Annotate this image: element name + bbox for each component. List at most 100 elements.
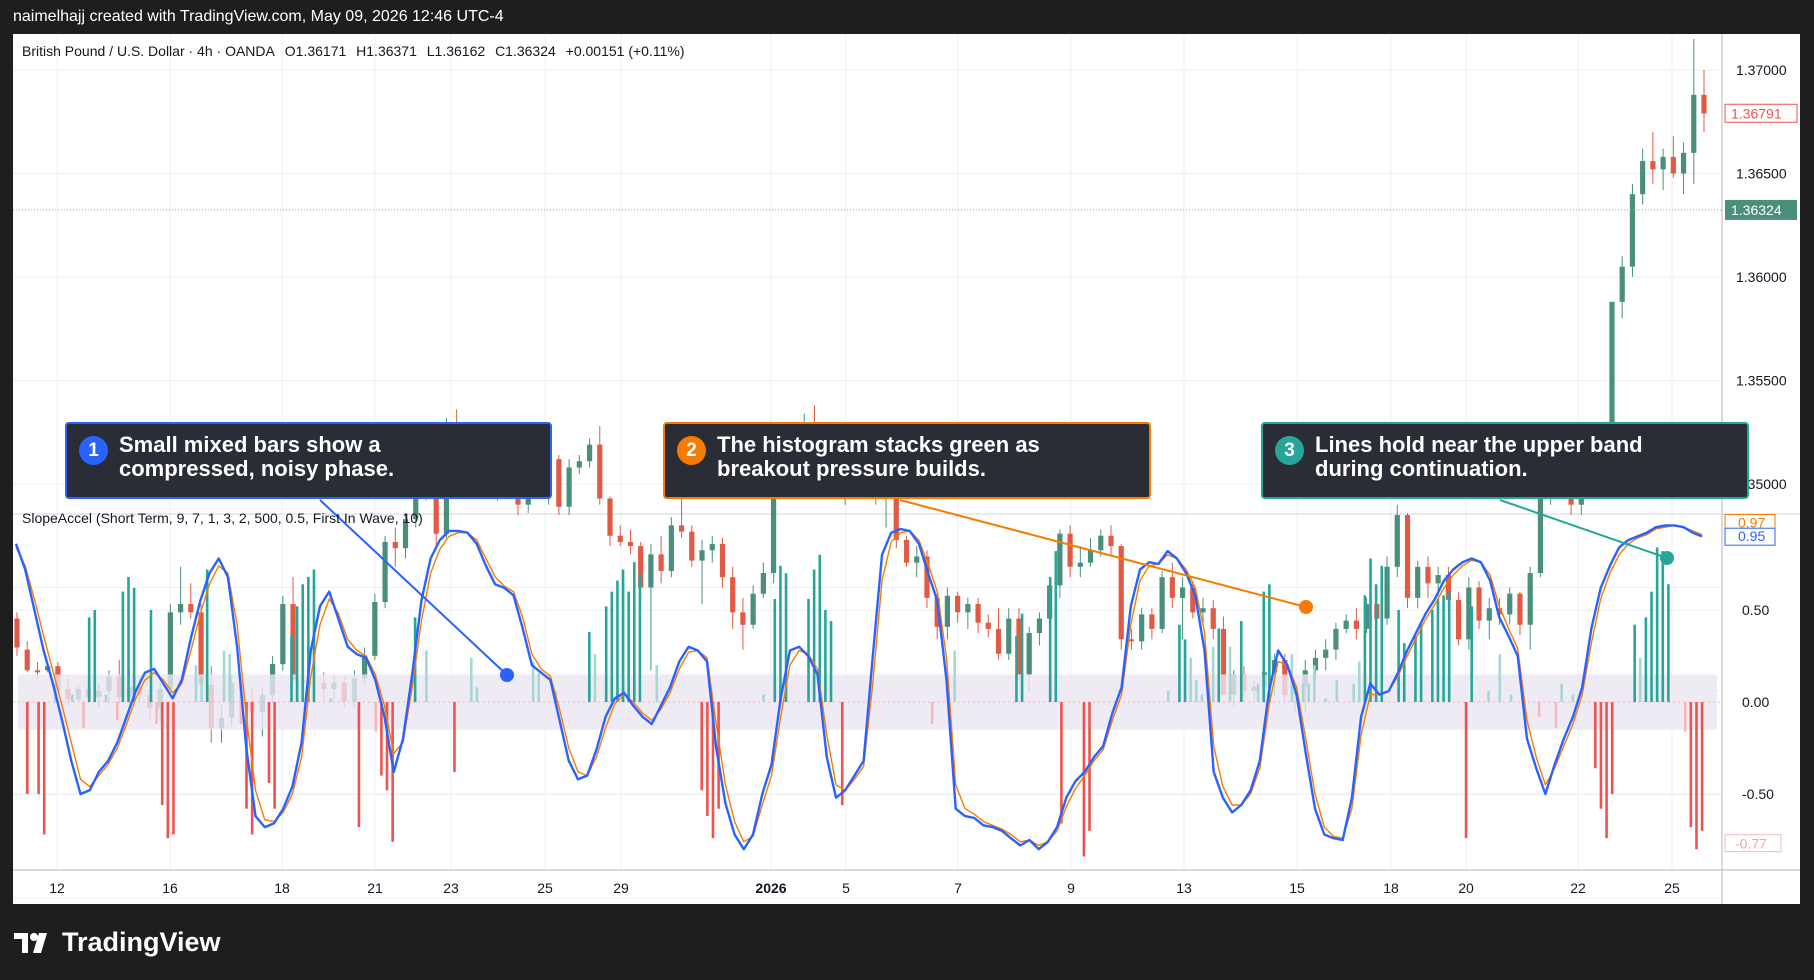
candle-body (1496, 608, 1503, 615)
candle-body (1077, 562, 1083, 567)
histogram-bar (1166, 690, 1170, 702)
time-tick-label: 18 (274, 880, 290, 896)
callout-3: 3 Lines hold near the upper band during … (1261, 422, 1749, 499)
high-price-badge (1724, 103, 1798, 123)
histogram-bar (604, 606, 608, 702)
histogram-bar (1020, 613, 1024, 702)
candle-body (1353, 620, 1359, 629)
candle-body (1118, 546, 1124, 640)
osc-tick-label: 0.00 (1742, 694, 1769, 710)
histogram-bar (1256, 683, 1260, 702)
price-tick-label: 1.35500 (1736, 373, 1787, 389)
histogram-bar (290, 635, 293, 702)
candle-body (1517, 593, 1523, 625)
symbol-legend[interactable]: British Pound / U.S. Dollar · 4h · OANDA… (22, 43, 691, 59)
time-tick-label: 15 (1289, 880, 1305, 896)
candle-body (1210, 608, 1216, 629)
chart-credit: naimelhajj created with TradingView.com,… (13, 8, 504, 25)
ohlc-open: O1.36171 (284, 43, 347, 59)
candle-body (678, 525, 685, 532)
histogram-bar (588, 632, 591, 702)
histogram-bar (1054, 551, 1058, 702)
callout-1-leader-dot (500, 668, 514, 682)
time-tick-label: 7 (954, 880, 962, 896)
histogram-bar (228, 654, 231, 702)
time-tick-label: 25 (537, 880, 553, 896)
histogram-bar (1195, 679, 1198, 702)
histogram-bar (1599, 702, 1603, 809)
candle-body (1006, 618, 1012, 654)
histogram-bar (425, 650, 428, 702)
histogram-bar (1369, 558, 1372, 702)
callout-1-line1: Small mixed bars show a (119, 432, 381, 457)
histogram-bar (1301, 683, 1305, 702)
candle-body (372, 601, 378, 656)
callout-2-line1: The histogram stacks green as (717, 432, 1040, 457)
candle-body (1486, 608, 1492, 621)
histogram-bar (200, 676, 203, 702)
candle-body (1394, 515, 1400, 567)
time-tick-label: 5 (842, 880, 850, 896)
histogram-bar (1655, 547, 1659, 702)
histogram-bar (307, 576, 310, 702)
candle-body (1343, 620, 1349, 629)
candle-body (1128, 639, 1135, 642)
histogram-bar (267, 702, 271, 783)
candle-body (1057, 533, 1063, 586)
histogram-bar (93, 610, 97, 702)
histogram-bar (1324, 698, 1327, 702)
candle-body (1691, 94, 1697, 153)
histogram-bar (807, 598, 810, 702)
histogram-bar (1414, 635, 1417, 702)
histogram-bar (1268, 584, 1271, 702)
candle-body (167, 612, 173, 689)
candle-body (668, 525, 674, 571)
histogram-bar (1509, 694, 1513, 702)
candle-body (1619, 266, 1625, 302)
candle-body (750, 593, 756, 625)
candle-body (903, 539, 910, 563)
candle-body (382, 541, 388, 602)
histogram-bar (172, 702, 175, 835)
candle-body (760, 573, 766, 594)
histogram-bar (812, 569, 816, 702)
callout-2: 2 The histogram stacks green as breakout… (663, 422, 1151, 499)
callout-3-leader (1499, 499, 1668, 559)
candle-body (177, 604, 184, 613)
histogram-bar (1689, 702, 1693, 828)
candle-body (1466, 587, 1472, 640)
indicator-legend[interactable]: SlopeAccel (Short Term, 9, 7, 1, 3, 2, 5… (22, 510, 423, 526)
histogram-bar (470, 657, 473, 702)
histogram-bar (593, 654, 597, 702)
histogram-bar (87, 617, 91, 702)
candle-body (1670, 156, 1676, 174)
histogram-bar (1487, 690, 1490, 702)
ohlc-low: L1.36162 (426, 43, 486, 59)
candle-body (934, 597, 940, 627)
candle-body (1476, 587, 1482, 621)
slope-line (14, 524, 1703, 851)
candle-body (1333, 628, 1339, 650)
candle-body (648, 554, 654, 588)
histogram-bar (160, 702, 164, 806)
histogram-bar (1374, 584, 1378, 702)
symbol-name: British Pound / U.S. Dollar · 4h · OANDA (22, 43, 275, 59)
histogram-bar (115, 702, 119, 721)
histogram-bar (1436, 598, 1440, 702)
tradingview-brand[interactable]: TradingView (14, 927, 221, 958)
candle-body (1660, 156, 1666, 170)
candle-body (280, 604, 286, 665)
histogram-bar (1667, 584, 1670, 702)
histogram-bar (1189, 657, 1192, 702)
time-tick-label: 21 (367, 880, 383, 896)
candle-body (730, 577, 736, 613)
histogram-bar (1357, 661, 1361, 702)
histogram-bar (706, 702, 709, 817)
candle-body (188, 604, 194, 613)
ohlc-close: C1.36324 (495, 43, 556, 59)
candle-body (1404, 515, 1411, 598)
histogram-bar (616, 580, 619, 702)
candle-body (1364, 604, 1370, 629)
histogram-bar (155, 702, 158, 725)
time-tick-label: 22 (1570, 880, 1586, 896)
